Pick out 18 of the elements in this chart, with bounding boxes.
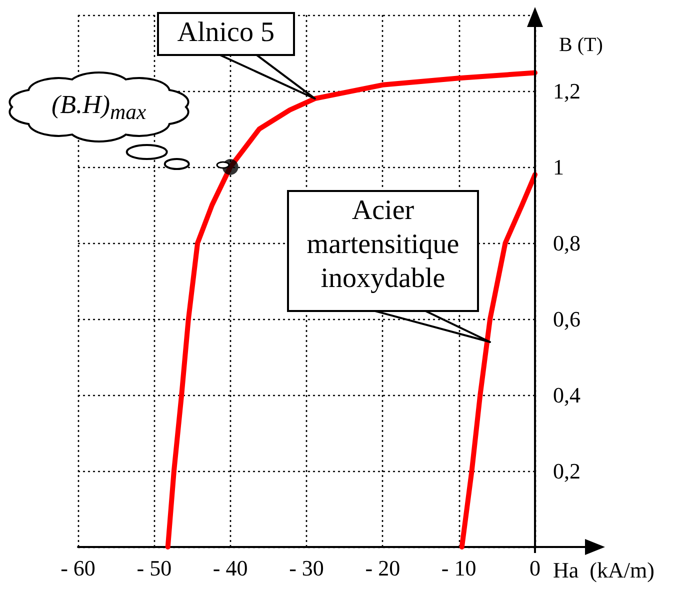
x-tick-label: - 30 xyxy=(289,556,324,580)
x-tick-label: - 50 xyxy=(136,556,172,580)
x-tick-label: - 10 xyxy=(441,556,476,580)
y-tick-label: 1 xyxy=(553,154,564,180)
y-tick-label: 0,2 xyxy=(553,458,580,484)
y-tick-label: 1,2 xyxy=(553,78,580,104)
x-tick-label: - 40 xyxy=(212,556,248,580)
annotation: (B.H)$_{max}$ xyxy=(52,90,146,125)
y-tick-label: 0,6 xyxy=(553,306,580,332)
x-axis-title: Ha (kA/m) xyxy=(553,558,654,582)
y-axis-title: B (T) xyxy=(559,34,603,56)
x-tick-label: - 20 xyxy=(365,556,400,580)
y-tick-label: 0,8 xyxy=(553,230,580,256)
annotation: Acier martensitique inoxydable xyxy=(287,190,479,312)
annotation: Alnico 5 xyxy=(156,12,295,56)
x-tick-label: - 60 xyxy=(60,556,96,580)
x-tick-label: 0 xyxy=(530,556,540,580)
y-tick-label: 0,4 xyxy=(553,382,580,408)
